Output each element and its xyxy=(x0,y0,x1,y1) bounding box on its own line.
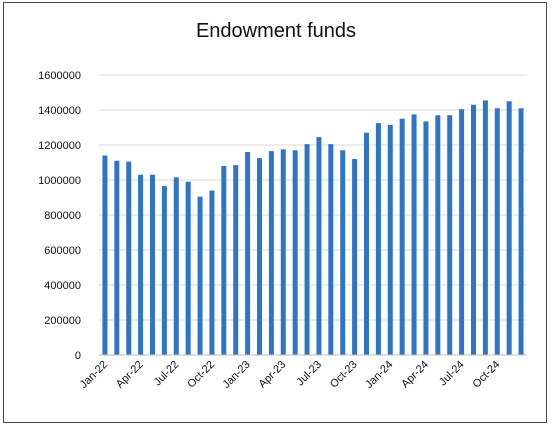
bar-jul-23 xyxy=(316,137,322,356)
chart-frame xyxy=(3,2,547,423)
y-tick-label: 1000000 xyxy=(38,175,81,187)
bar-jun-24 xyxy=(447,115,453,355)
bar-dec-23 xyxy=(375,123,381,356)
bar-oct-22 xyxy=(209,190,215,355)
bar-aug-23 xyxy=(328,144,334,356)
y-tick-label: 800000 xyxy=(44,210,81,222)
x-tick-label: Oct-24 xyxy=(471,359,503,391)
bar-jan-23 xyxy=(245,152,251,355)
bar-jun-23 xyxy=(304,144,310,356)
x-tick-labels: Jan-22 Apr-22 Jul-22 Oct-22 Jan-23 Apr-23 Jul-… xyxy=(78,359,503,391)
bar-jan-22 xyxy=(102,155,108,355)
chart-title: Endowment funds xyxy=(195,20,357,42)
bar-mar-22 xyxy=(126,161,132,356)
bar-may-23 xyxy=(292,150,298,355)
bar-oct-23 xyxy=(352,159,358,355)
bar-nov-23 xyxy=(364,132,369,355)
bar-oct-24 xyxy=(494,108,500,355)
bar-mar-23 xyxy=(268,151,274,356)
x-tick-label: Jul-22 xyxy=(152,359,182,389)
bar-aug-24 xyxy=(471,104,476,355)
x-tick-label: Oct-22 xyxy=(185,359,217,391)
bar-apr-24 xyxy=(423,121,429,356)
y-tick-label: 200000 xyxy=(44,315,81,327)
x-tick-label: Jan-22 xyxy=(78,359,110,391)
y-tick-label: 600000 xyxy=(44,245,81,257)
x-tick-label: Apr-22 xyxy=(114,359,146,391)
bar-sep-22 xyxy=(197,196,203,356)
x-tick-label: Oct-23 xyxy=(328,359,360,391)
bar-feb-24 xyxy=(399,118,405,355)
x-tick-label: Jul-23 xyxy=(294,359,324,389)
x-tick-label: Jan-24 xyxy=(363,359,395,391)
bar-mar-24 xyxy=(411,114,417,356)
bar-jan-24 xyxy=(387,124,393,356)
bar-apr-22 xyxy=(138,174,144,355)
x-tick-label: Jan-23 xyxy=(220,359,252,391)
bar-jul-22 xyxy=(173,177,179,356)
bar-feb-22 xyxy=(114,160,120,355)
bar-dec-24 xyxy=(518,108,524,355)
x-tick-label: Jul-24 xyxy=(437,359,467,389)
bar-nov-24 xyxy=(506,101,512,355)
x-tick-label: Apr-23 xyxy=(257,359,289,391)
x-tick-label: Apr-24 xyxy=(399,359,431,391)
y-tick-label: 1400000 xyxy=(38,105,81,117)
bar-dec-22 xyxy=(233,165,239,356)
bar-apr-23 xyxy=(280,149,286,356)
bar-nov-22 xyxy=(221,166,227,355)
bar-sep-24 xyxy=(482,100,488,356)
bar-aug-22 xyxy=(185,181,191,355)
bar-jun-22 xyxy=(161,186,167,356)
gridlines xyxy=(99,74,527,321)
bars xyxy=(102,100,524,356)
y-tick-label: 400000 xyxy=(44,280,81,292)
y-tick-labels: 0 200000 400000 600000 800000 1000000 1200000 1… xyxy=(38,70,81,362)
bar-feb-23 xyxy=(257,158,262,356)
y-tick-label: 1200000 xyxy=(38,140,81,152)
bar-may-24 xyxy=(435,115,441,355)
bar-may-22 xyxy=(150,174,155,355)
bar-sep-23 xyxy=(340,150,346,355)
bar-jul-24 xyxy=(459,109,465,356)
y-tick-label: 0 xyxy=(75,350,81,362)
y-tick-label: 1600000 xyxy=(38,70,81,82)
